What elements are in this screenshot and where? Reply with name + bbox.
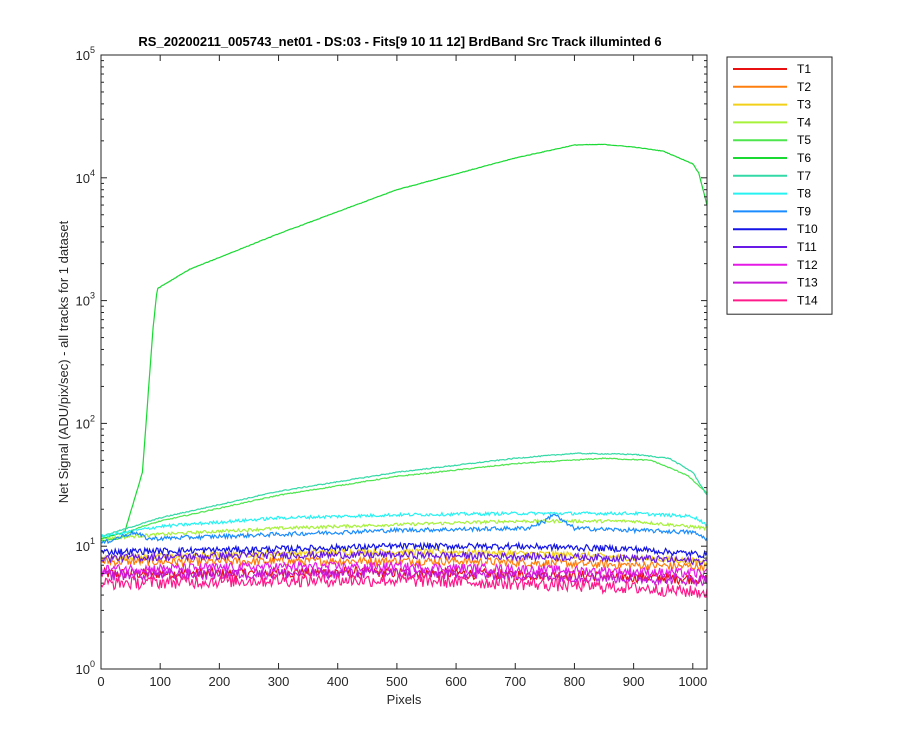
legend-label-t4: T4 [797,115,811,129]
series-line-t6 [101,143,707,540]
legend: T1 T2 T3 T4 T5 T6 T7 T8 T9 T10 T11 T12 T13 T14 [726,56,833,315]
y-tick-label: 102 [76,413,95,431]
x-tick-label: 100 [149,674,171,689]
legend-label-t9: T9 [797,204,811,218]
chart-title: RS_20200211_005743_net01 - DS:03 - Fits[… [138,34,661,49]
series-line-t1 [101,565,707,586]
legend-label-t10: T10 [797,222,818,236]
series-line-t5 [101,457,707,542]
legend-label-t3: T3 [797,98,811,112]
legend-label-t13: T13 [797,276,818,290]
x-tick-label: 1000 [678,674,707,689]
x-tick-label: 0 [97,674,104,689]
y-tick-label: 105 [76,45,95,63]
legend-label-t8: T8 [797,187,811,201]
series-line-t13 [101,566,707,588]
legend-label-t1: T1 [797,62,811,76]
series-line-t8 [101,510,707,538]
legend-label-t11: T11 [797,240,817,254]
series-line-t9 [101,513,707,545]
y-tick-label: 101 [76,536,95,554]
series-line-t14 [101,573,707,599]
y-tick-label: 100 [76,659,95,677]
x-tick-label: 200 [209,674,231,689]
x-axis-title: Pixels [387,692,422,707]
series-line-t12 [101,560,707,580]
x-tick-label: 700 [504,674,526,689]
legend-label-t7: T7 [797,169,811,183]
series-layer [101,143,707,599]
x-tick-label: 500 [386,674,408,689]
legend-label-t5: T5 [797,133,811,147]
x-tick-label: 400 [327,674,349,689]
legend-label-t2: T2 [797,80,811,94]
axes-box [100,54,708,670]
legend-box [726,56,833,315]
series-line-t7 [101,452,707,537]
plot-area [101,55,707,669]
series-line-t11 [101,549,707,567]
series-line-t4 [101,518,707,541]
y-tick-label: 103 [76,291,95,309]
y-tick-label: 104 [76,168,95,186]
legend-label-t14: T14 [797,293,818,307]
x-tick-label: 900 [623,674,645,689]
axes: 0 100 200 300 400 500 600 700 800 900 100010010110… [76,45,708,689]
series-line-t10 [101,540,707,559]
x-tick-label: 800 [564,674,586,689]
legend-label-t12: T12 [797,258,818,272]
y-axis-title: Net Signal (ADU/pix/sec) - all tracks fo… [56,220,71,503]
x-tick-label: 300 [268,674,290,689]
x-tick-label: 600 [445,674,467,689]
legend-label-t6: T6 [797,151,811,165]
